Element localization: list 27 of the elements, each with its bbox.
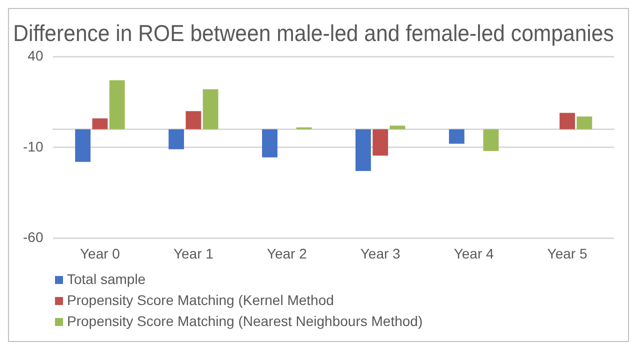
legend-label: Propensity Score Matching (Kernel Method: [67, 292, 334, 309]
bar: [92, 118, 108, 130]
bar: [576, 116, 592, 130]
x-tick-label: Year 5: [547, 245, 588, 262]
x-tick-label: Year 1: [173, 245, 214, 262]
x-tick-label: Year 0: [80, 245, 120, 262]
bar: [186, 111, 202, 130]
legend-label: Total sample: [67, 271, 146, 288]
x-tick-label: Year 3: [360, 245, 401, 262]
bar: [356, 129, 371, 172]
y-tick-label: -10: [23, 138, 44, 154]
bar: [483, 129, 499, 152]
y-tick-label: 40: [28, 47, 44, 64]
bar: [390, 126, 406, 130]
x-tick-label: Year 2: [266, 245, 308, 262]
legend-label: Propensity Score Matching (Nearest Neighbours Method): [67, 313, 423, 330]
bar: [168, 129, 184, 150]
bar: [448, 129, 464, 144]
bar: [75, 129, 91, 162]
bar: [372, 129, 388, 156]
x-tick-label: Year 4: [454, 245, 494, 262]
bar: [560, 112, 575, 130]
chart-title: Difference in ROE between male-led and female-led companies: [13, 20, 614, 46]
bar: [262, 129, 278, 158]
y-tick-label: -60: [23, 229, 44, 246]
bar: [202, 89, 218, 130]
bar: [109, 80, 125, 130]
